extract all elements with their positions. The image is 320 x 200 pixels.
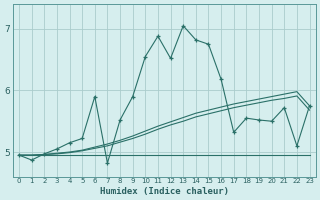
X-axis label: Humidex (Indice chaleur): Humidex (Indice chaleur): [100, 187, 229, 196]
